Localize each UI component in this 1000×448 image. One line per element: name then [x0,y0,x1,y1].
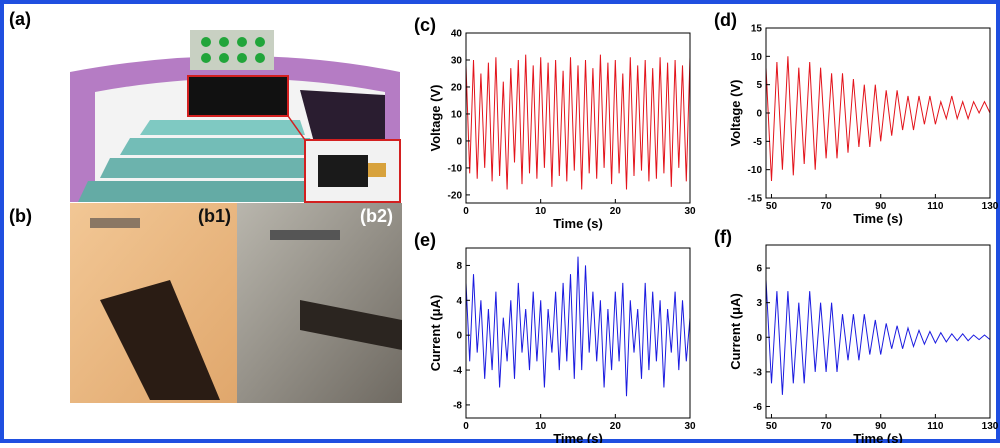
x-tick-label: 30 [684,206,696,217]
photo-detail [100,280,220,400]
y-tick-label: -8 [453,400,462,411]
y-tick-label: 10 [751,52,763,63]
x-tick-label: 110 [927,201,944,212]
y-tick-label: 5 [756,80,762,91]
data-line [465,256,691,397]
plot-frame [465,32,691,204]
panel-label: (f) [714,227,732,247]
x-tick-label: 10 [535,206,547,217]
x-axis-label: Time (s) [553,216,603,231]
y-tick-label: -5 [753,137,762,148]
data-line [765,56,991,182]
y-tick-label: -15 [748,194,763,205]
y-tick-label: -4 [453,366,462,377]
plot-frame [465,247,691,419]
x-tick-label: 90 [875,421,887,432]
panel-label: (a) [9,9,31,29]
y-axis-label: Current (μA) [728,293,743,370]
x-tick-label: 70 [821,421,833,432]
x-tick-label: 130 [982,201,999,212]
x-tick-label: 10 [535,421,547,432]
x-tick-label: 0 [463,421,469,432]
x-tick-label: 50 [766,201,778,212]
data-line [465,54,691,190]
illustration [70,30,401,203]
y-tick-label: 10 [451,109,463,120]
x-tick-label: 50 [766,421,778,432]
y-tick-label: 0 [756,109,762,120]
y-tick-label: 4 [456,296,462,307]
x-tick-label: 0 [463,206,469,217]
y-tick-label: -3 [753,367,762,378]
y-axis-label: Voltage (V) [428,85,443,152]
photo-detail [270,230,340,240]
x-tick-label: 110 [927,421,944,432]
panel-label: (b) [9,206,32,226]
x-axis-label: Time (s) [853,211,903,226]
y-tick-label: 6 [756,264,762,275]
y-tick-label: 0 [456,331,462,342]
y-axis-label: Current (μA) [428,295,443,372]
x-axis-label: Time (s) [553,431,603,443]
x-tick-label: 20 [610,421,622,432]
y-tick-label: -10 [448,163,463,174]
y-tick-label: 3 [756,298,762,309]
panel-label: (b1) [198,206,231,226]
x-tick-label: 20 [610,206,622,217]
y-tick-label: 0 [756,333,762,344]
y-tick-label: -10 [748,165,763,176]
plot-frame [765,244,991,419]
x-tick-label: 70 [821,201,833,212]
x-tick-label: 90 [875,201,887,212]
photo-detail [90,218,140,228]
y-tick-label: -20 [448,190,463,201]
y-tick-label: 0 [456,136,462,147]
y-tick-label: 8 [456,261,462,272]
y-tick-label: 20 [451,82,463,93]
y-tick-label: 40 [451,29,463,40]
panel-label: (c) [414,15,436,35]
x-tick-label: 30 [684,421,696,432]
x-tick-label: 130 [982,421,999,432]
panel-label: (d) [714,10,737,30]
y-tick-label: 30 [451,55,463,66]
y-tick-label: 15 [751,24,763,35]
y-tick-label: -6 [753,402,762,413]
y-axis-label: Voltage (V) [728,80,743,147]
data-line [765,279,991,395]
x-axis-label: Time (s) [853,431,903,443]
photo-detail [300,300,402,350]
panel-label: (b2) [360,206,393,226]
panel-label: (e) [414,230,436,250]
